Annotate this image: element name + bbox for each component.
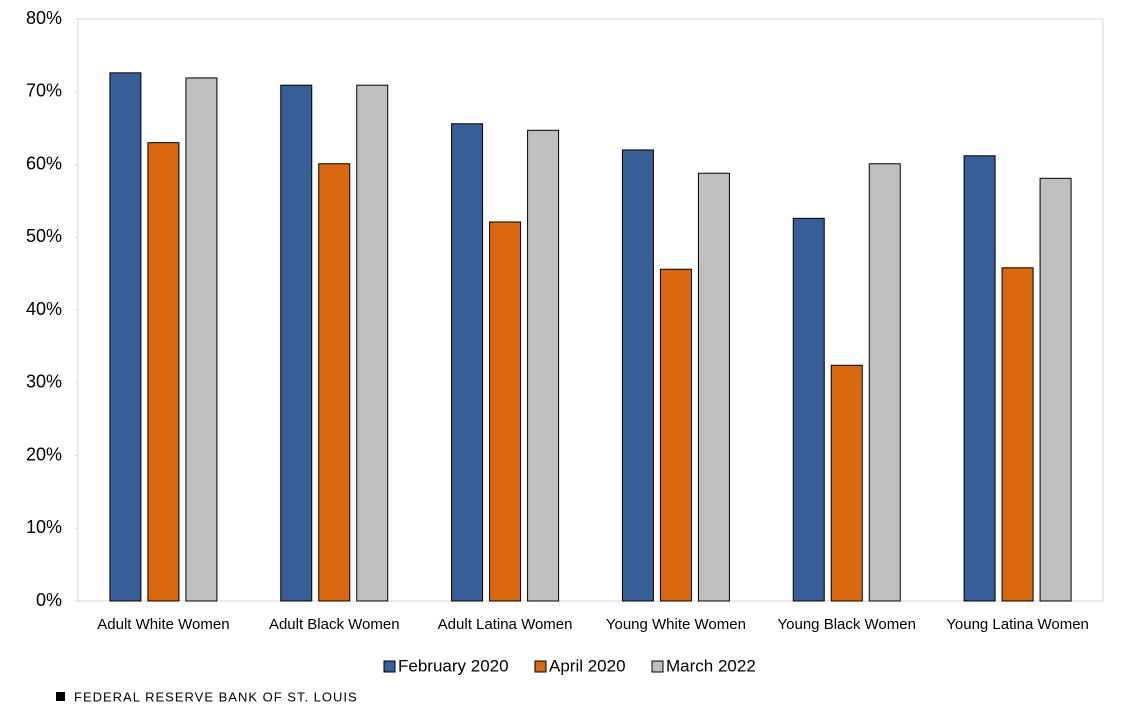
x-tick-label: Adult White Women — [97, 616, 229, 633]
y-tick-label: 80% — [26, 8, 62, 28]
bar — [792, 217, 825, 602]
x-tick-label: Young Black Women — [778, 616, 916, 633]
y-tick-label: 70% — [26, 81, 62, 101]
source-icon — [56, 692, 65, 701]
bar — [356, 84, 389, 602]
y-tick-label: 60% — [26, 153, 62, 173]
bar — [621, 149, 654, 602]
x-tick-label: Young White Women — [606, 616, 746, 633]
y-tick-label: 50% — [26, 226, 62, 246]
plot-frame — [77, 18, 1104, 602]
y-tick-label: 0% — [36, 590, 62, 610]
legend-swatch — [651, 660, 664, 673]
bar — [659, 268, 692, 602]
y-tick-label: 30% — [26, 372, 62, 392]
bar — [489, 221, 522, 602]
bar — [963, 155, 996, 602]
legend-label: February 2020 — [398, 656, 509, 675]
legend-swatch — [534, 660, 547, 673]
x-tick-label: Adult Black Women — [269, 616, 400, 633]
bar — [697, 172, 730, 602]
x-tick-label: Adult Latina Women — [438, 616, 573, 633]
bar — [830, 364, 863, 602]
bar — [185, 77, 218, 602]
bar — [318, 163, 351, 602]
bar — [280, 84, 313, 602]
y-tick-label: 20% — [26, 444, 62, 464]
bar — [527, 129, 560, 602]
legend-swatch — [383, 660, 396, 673]
source: FEDERAL RESERVE BANK OF ST. LOUIS — [74, 689, 358, 704]
bar — [109, 72, 142, 602]
y-tick-label: 10% — [26, 517, 62, 537]
x-tick-label: Young Latina Women — [946, 616, 1089, 633]
bar — [1001, 267, 1034, 602]
bar — [868, 163, 901, 602]
legend-label: April 2020 — [549, 656, 626, 675]
bar — [1039, 177, 1072, 602]
bar — [147, 142, 180, 602]
legend-label: March 2022 — [666, 656, 756, 675]
bar — [451, 123, 484, 602]
y-tick-label: 40% — [26, 299, 62, 319]
